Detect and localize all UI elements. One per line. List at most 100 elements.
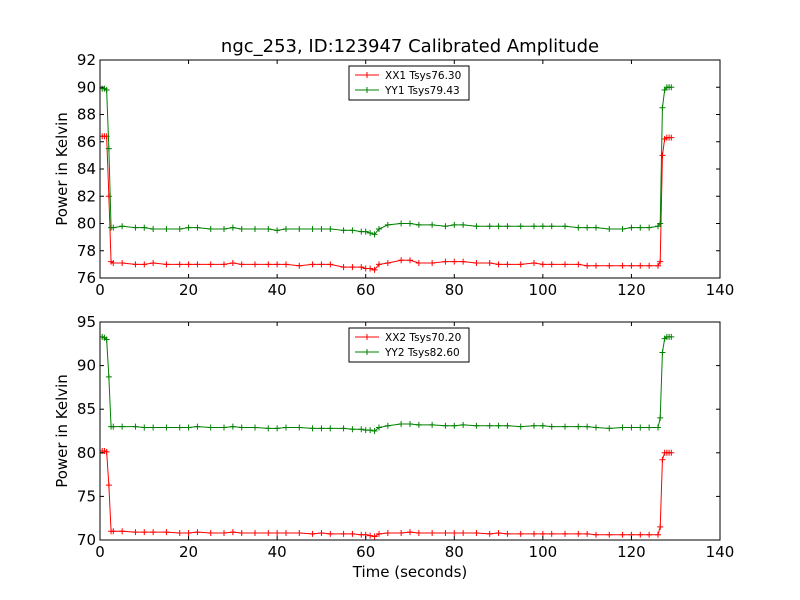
data-point: [283, 225, 289, 232]
data-point: [517, 423, 524, 430]
data-point: [376, 225, 382, 232]
data-point: [407, 257, 413, 264]
data-point: [349, 426, 356, 433]
data-point: [655, 531, 661, 538]
y-tick-label: 88: [77, 106, 96, 124]
data-point: [283, 530, 289, 537]
data-point: [562, 530, 568, 537]
y-tick-label: 80: [77, 215, 96, 233]
data-point: [619, 225, 626, 232]
data-point: [229, 260, 236, 267]
data-point: [150, 260, 157, 267]
data-point: [229, 423, 236, 430]
data-point: [486, 422, 493, 429]
data-point: [575, 224, 582, 231]
data-point: [442, 530, 449, 537]
data-point: [637, 424, 644, 431]
x-tick-label: 20: [179, 543, 198, 561]
data-point: [309, 261, 316, 268]
data-point: [451, 422, 458, 429]
data-point: [628, 224, 635, 231]
data-point: [283, 261, 289, 268]
data-point: [141, 261, 148, 268]
data-point: [539, 422, 546, 429]
data-point: [176, 424, 183, 431]
data-point: [274, 425, 281, 432]
data-point: [229, 529, 236, 536]
data-point: [371, 428, 378, 434]
data-point: [141, 529, 148, 536]
y-tick-label: 90: [77, 357, 96, 375]
data-point: [407, 529, 413, 536]
data-point: [473, 422, 480, 429]
data-point: [384, 422, 391, 429]
data-point: [176, 225, 183, 232]
plot-area: [100, 333, 675, 540]
data-point: [229, 224, 236, 231]
data-point: [668, 134, 675, 141]
data-point: [119, 528, 126, 535]
data-point: [606, 262, 613, 269]
data-point: [473, 530, 480, 537]
x-axis-label: Time (seconds): [352, 563, 468, 581]
chart-title: ngc_253, ID:123947 Calibrated Amplitude: [221, 36, 599, 57]
data-point: [367, 230, 374, 237]
data-point: [221, 424, 227, 431]
y-tick-label: 86: [77, 133, 96, 151]
data-point: [646, 262, 653, 269]
data-point: [539, 223, 546, 230]
data-point: [340, 425, 347, 432]
data-point: [185, 530, 192, 537]
y-tick-label: 95: [77, 313, 96, 331]
y-tick-label: 82: [77, 187, 96, 205]
y-tick-label: 75: [77, 487, 96, 505]
data-point: [473, 260, 480, 267]
data-point: [103, 448, 110, 455]
data-point: [584, 423, 591, 430]
data-point: [132, 261, 139, 268]
data-point: [460, 421, 467, 428]
data-point: [504, 261, 511, 268]
data-point: [367, 532, 374, 539]
data-point: [207, 261, 214, 268]
data-point: [659, 104, 666, 111]
data-point: [252, 530, 258, 537]
data-point: [495, 422, 502, 429]
data-point: [265, 261, 272, 268]
data-point: [429, 421, 436, 428]
data-point: [398, 421, 405, 428]
data-point: [668, 333, 675, 340]
data-point: [371, 231, 378, 238]
data-point: [318, 425, 325, 432]
data-point: [442, 223, 449, 230]
data-point: [274, 261, 281, 268]
data-point: [495, 530, 502, 537]
data-point: [655, 262, 661, 269]
x-tick-label: 80: [445, 543, 464, 561]
data-point: [105, 193, 112, 200]
x-tick-label: 100: [529, 281, 558, 299]
axes-frame: [99, 321, 721, 541]
data-point: [274, 227, 281, 234]
data-point: [593, 224, 599, 231]
data-point: [562, 423, 568, 430]
data-point: [451, 530, 458, 537]
data-point: [429, 530, 436, 537]
data-point: [657, 258, 664, 265]
x-tick-label: 0: [95, 543, 105, 561]
x-tick-label: 60: [356, 543, 375, 561]
data-point: [327, 261, 334, 268]
data-point: [119, 423, 126, 430]
data-point: [659, 456, 666, 463]
series-line-1: [102, 450, 672, 538]
legend-box: [348, 65, 470, 101]
data-point: [110, 260, 117, 267]
data-point: [163, 261, 170, 268]
data-point: [318, 225, 325, 232]
data-point: [371, 533, 378, 540]
data-point: [628, 424, 635, 431]
data-point: [265, 425, 272, 432]
data-point: [473, 223, 480, 230]
data-point: [531, 530, 537, 537]
data-point: [110, 224, 117, 231]
